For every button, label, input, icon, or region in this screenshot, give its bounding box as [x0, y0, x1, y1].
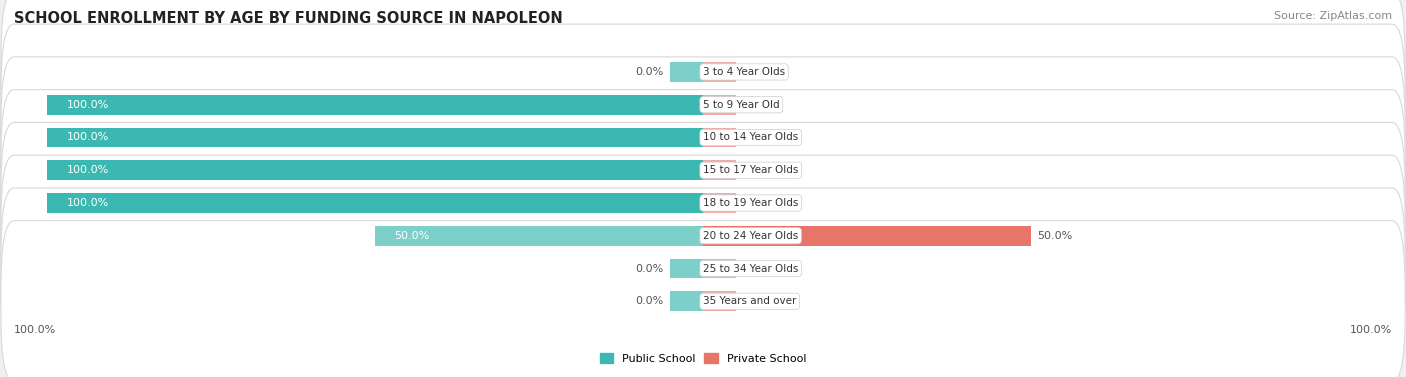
- Bar: [703, 62, 735, 82]
- Text: 0.0%: 0.0%: [742, 198, 770, 208]
- Bar: [703, 95, 735, 115]
- Text: 0.0%: 0.0%: [742, 264, 770, 274]
- Text: 10 to 14 Year Olds: 10 to 14 Year Olds: [703, 132, 799, 143]
- Text: 0.0%: 0.0%: [742, 132, 770, 143]
- Text: 3 to 4 Year Olds: 3 to 4 Year Olds: [703, 67, 785, 77]
- Bar: [671, 62, 703, 82]
- Text: 5 to 9 Year Old: 5 to 9 Year Old: [703, 100, 779, 110]
- FancyBboxPatch shape: [1, 57, 1405, 218]
- Bar: [46, 193, 703, 213]
- Text: 0.0%: 0.0%: [742, 165, 770, 175]
- Text: 25 to 34 Year Olds: 25 to 34 Year Olds: [703, 264, 799, 274]
- Text: 100.0%: 100.0%: [1350, 325, 1392, 335]
- FancyBboxPatch shape: [1, 188, 1405, 349]
- Bar: [703, 128, 735, 147]
- Text: 100.0%: 100.0%: [66, 165, 108, 175]
- Text: 0.0%: 0.0%: [636, 264, 664, 274]
- Bar: [46, 160, 703, 180]
- Bar: [703, 193, 735, 213]
- Bar: [703, 259, 735, 278]
- Text: 100.0%: 100.0%: [66, 132, 108, 143]
- Text: 35 Years and over: 35 Years and over: [703, 296, 796, 306]
- Text: 18 to 19 Year Olds: 18 to 19 Year Olds: [703, 198, 799, 208]
- Text: Source: ZipAtlas.com: Source: ZipAtlas.com: [1274, 11, 1392, 21]
- FancyBboxPatch shape: [1, 0, 1405, 153]
- Bar: [703, 226, 1031, 245]
- Text: 100.0%: 100.0%: [66, 198, 108, 208]
- Text: 0.0%: 0.0%: [636, 67, 664, 77]
- Text: 0.0%: 0.0%: [742, 67, 770, 77]
- Text: 100.0%: 100.0%: [14, 325, 56, 335]
- FancyBboxPatch shape: [1, 24, 1405, 185]
- Bar: [671, 259, 703, 278]
- Text: 100.0%: 100.0%: [66, 100, 108, 110]
- FancyBboxPatch shape: [1, 221, 1405, 377]
- Bar: [703, 160, 735, 180]
- Text: 0.0%: 0.0%: [742, 100, 770, 110]
- Bar: [703, 291, 735, 311]
- Text: 50.0%: 50.0%: [1038, 231, 1073, 241]
- FancyBboxPatch shape: [1, 90, 1405, 251]
- Text: 0.0%: 0.0%: [636, 296, 664, 306]
- Bar: [46, 95, 703, 115]
- Text: SCHOOL ENROLLMENT BY AGE BY FUNDING SOURCE IN NAPOLEON: SCHOOL ENROLLMENT BY AGE BY FUNDING SOUR…: [14, 11, 562, 26]
- FancyBboxPatch shape: [1, 123, 1405, 284]
- Legend: Public School, Private School: Public School, Private School: [595, 349, 811, 368]
- Text: 15 to 17 Year Olds: 15 to 17 Year Olds: [703, 165, 799, 175]
- FancyBboxPatch shape: [1, 155, 1405, 316]
- Bar: [46, 128, 703, 147]
- Text: 20 to 24 Year Olds: 20 to 24 Year Olds: [703, 231, 799, 241]
- Bar: [671, 291, 703, 311]
- Bar: [375, 226, 703, 245]
- Text: 50.0%: 50.0%: [395, 231, 430, 241]
- Text: 0.0%: 0.0%: [742, 296, 770, 306]
